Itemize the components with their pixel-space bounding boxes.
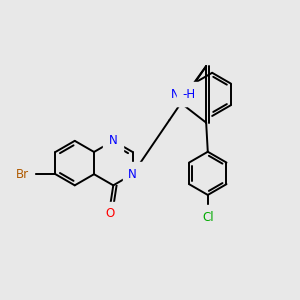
Text: N: N <box>171 88 180 101</box>
Text: Cl: Cl <box>202 211 214 224</box>
Text: N: N <box>128 168 137 181</box>
Text: N: N <box>109 134 118 147</box>
Text: Br: Br <box>16 168 29 181</box>
Text: O: O <box>105 207 115 220</box>
Text: -H: -H <box>182 88 195 101</box>
